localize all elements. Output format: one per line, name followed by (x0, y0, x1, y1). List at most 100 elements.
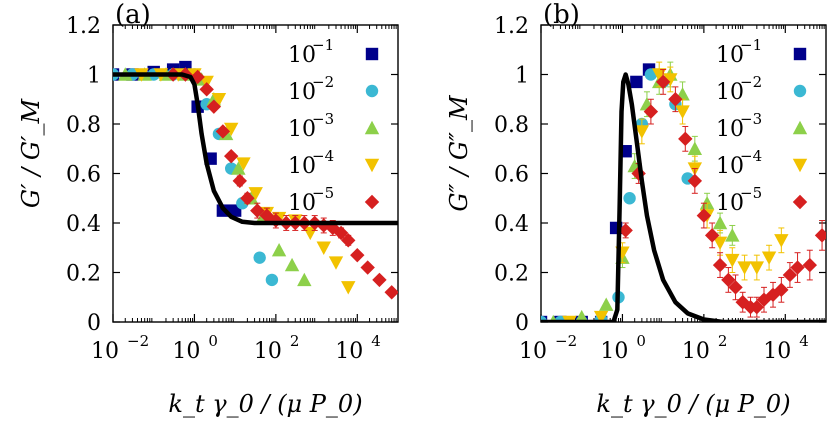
panel-label: (b) (543, 0, 580, 30)
data-layer (541, 61, 826, 322)
data-point (240, 191, 255, 206)
x-tick-exponent: 4 (799, 332, 809, 350)
legend-label: 10 (716, 80, 744, 105)
legend-exponent: −1 (312, 36, 334, 54)
data-point (250, 203, 265, 218)
data-point (712, 257, 728, 273)
data-point (350, 247, 365, 263)
data-point (372, 272, 387, 288)
legend-marker (792, 194, 808, 210)
legend-label: 10 (288, 43, 316, 68)
data-point (725, 253, 740, 268)
data-point (668, 92, 683, 107)
data-point (802, 257, 817, 273)
data-point (721, 272, 736, 288)
data-point (687, 173, 703, 189)
data-point (774, 282, 789, 298)
legend-exponent: −5 (740, 184, 762, 202)
y-tick-label: 0.8 (494, 113, 529, 138)
x-tick-exponent: 2 (718, 332, 728, 350)
data-point (199, 82, 214, 97)
data-point (678, 131, 693, 147)
legend-exponent: −4 (740, 147, 762, 165)
panel-b: 00.20.40.60.811.210 −2 10 0 10 2 10 410−110−210… (445, 0, 827, 418)
data-point (265, 273, 279, 287)
data-point (725, 228, 740, 242)
data-point (248, 187, 263, 201)
series-3 (118, 67, 312, 287)
model-curve (113, 72, 398, 226)
legend-label: 10 (288, 154, 316, 179)
legend-marker (364, 120, 380, 135)
data-point (341, 281, 356, 295)
legend-label: 10 (716, 117, 744, 142)
x-tick-exponent: 2 (290, 332, 300, 350)
x-tick-exponent: −2 (127, 332, 149, 350)
x-tick-exponent: 0 (208, 332, 218, 350)
data-point (232, 173, 247, 189)
legend-label: 10 (716, 43, 744, 68)
data-point (333, 225, 349, 241)
panel-label: (a) (115, 0, 151, 30)
data-point (630, 75, 643, 89)
data-point (297, 272, 312, 287)
data-point (284, 257, 300, 272)
legend-exponent: −3 (312, 110, 334, 128)
x-axis-label: k_t γ_0 / (μ P_0) (168, 390, 362, 418)
legend-exponent: −5 (312, 184, 334, 202)
x-tick-label: 10 (254, 339, 282, 364)
x-tick-exponent: 4 (371, 332, 381, 350)
data-point (360, 260, 375, 275)
data-point (675, 105, 690, 119)
data-point (814, 228, 826, 243)
x-tick-exponent: 0 (636, 332, 646, 350)
x-tick-exponent: −2 (555, 332, 577, 350)
data-point (253, 251, 266, 264)
data-point (593, 310, 609, 322)
data-point (735, 295, 750, 310)
y-tick-label: 1 (87, 64, 101, 89)
legend-marker (792, 158, 808, 173)
model-curve (541, 72, 826, 322)
y-tick-label: 0.4 (66, 212, 101, 237)
y-tick-label: 1.2 (494, 14, 529, 39)
y-tick-label: 0.2 (66, 262, 101, 287)
x-axis-label: k_t γ_0 / (μ P_0) (596, 390, 790, 418)
data-point (712, 236, 728, 250)
legend-marker (364, 158, 380, 173)
legend-marker (364, 194, 380, 210)
x-tick-label: 10 (91, 339, 119, 364)
legend-label: 10 (288, 191, 316, 216)
y-tick-label: 1 (515, 64, 529, 89)
data-point (782, 267, 798, 283)
series-1 (541, 63, 656, 322)
y-axis-label: G″ / G″_M (445, 94, 473, 212)
data-point (749, 299, 765, 315)
data-point (687, 141, 703, 155)
x-tick-label: 10 (600, 339, 628, 364)
x-tick-label: 10 (763, 339, 791, 364)
legend-exponent: −1 (740, 36, 762, 54)
data-point (737, 261, 752, 275)
x-tick-label: 10 (335, 339, 363, 364)
data-point (728, 280, 743, 295)
data-point (774, 234, 789, 248)
data-point (223, 148, 239, 164)
data-point (223, 122, 239, 137)
data-point (316, 241, 331, 255)
data-point (761, 251, 777, 265)
legend-marker (792, 120, 808, 135)
data-point (623, 192, 636, 205)
y-tick-label: 0 (87, 311, 101, 336)
legend-exponent: −2 (740, 73, 762, 91)
data-point (211, 93, 227, 107)
data-point (618, 223, 633, 238)
data-point (341, 233, 356, 248)
legend-exponent: −4 (312, 147, 334, 165)
legend-marker (365, 84, 379, 98)
data-point (749, 261, 765, 275)
data-point (712, 215, 728, 230)
y-tick-label: 0 (515, 311, 529, 336)
data-point (790, 260, 805, 275)
